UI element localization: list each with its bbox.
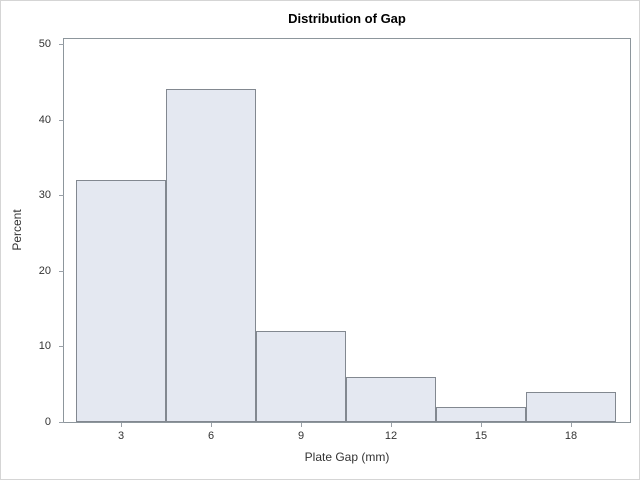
x-axis-title: Plate Gap (mm) xyxy=(304,450,390,464)
x-tick-label: 15 xyxy=(474,430,488,442)
y-tick-label: 40 xyxy=(38,114,51,126)
y-tick-label: 50 xyxy=(38,38,51,50)
x-tick-mark xyxy=(211,423,212,427)
y-tick-mark xyxy=(59,346,64,347)
x-tick-mark xyxy=(571,423,572,427)
x-tick-label: 3 xyxy=(117,430,125,442)
x-tick-mark xyxy=(121,423,122,427)
chart-title: Distribution of Gap xyxy=(288,11,406,26)
histogram-bar xyxy=(346,377,436,422)
x-tick-mark xyxy=(391,423,392,427)
y-tick-label: 10 xyxy=(38,340,51,352)
y-tick-label: 30 xyxy=(38,189,51,201)
histogram-bar xyxy=(256,331,346,422)
y-tick-mark xyxy=(59,120,64,121)
plot-area xyxy=(63,38,631,423)
histogram-bar xyxy=(436,407,526,422)
y-tick-mark xyxy=(59,195,64,196)
y-tick-label: 0 xyxy=(44,416,51,428)
x-tick-mark xyxy=(481,423,482,427)
x-tick-label: 9 xyxy=(297,430,305,442)
y-axis-title: Percent xyxy=(10,209,24,251)
y-tick-mark xyxy=(59,44,64,45)
x-tick-mark xyxy=(301,423,302,427)
histogram-bar xyxy=(76,180,166,422)
y-tick-label: 20 xyxy=(38,265,51,277)
x-tick-label: 18 xyxy=(564,430,578,442)
y-tick-mark xyxy=(59,422,64,423)
x-tick-label: 12 xyxy=(384,430,398,442)
histogram-bar xyxy=(166,89,256,422)
y-tick-mark xyxy=(59,271,64,272)
x-tick-label: 6 xyxy=(207,430,215,442)
histogram-bar xyxy=(526,392,616,422)
